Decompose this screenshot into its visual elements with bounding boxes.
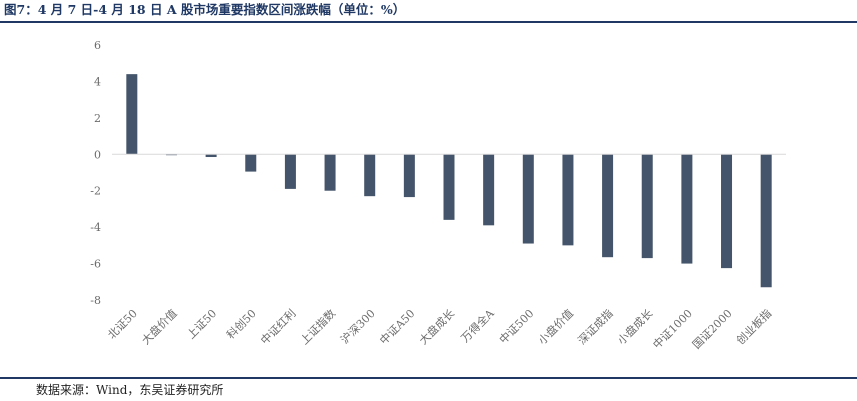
bar-9	[443, 154, 455, 220]
x-tick-label: 中证1000	[650, 307, 695, 352]
bar-chart: -8 -6 -4 -2 0 2 4 6 北证50 大盘价值 上证50 科创50 中证红利 上证指数 沪深3…	[90, 39, 786, 351]
figure-title: 图7：4 月 7 日-4 月 18 日 A 股市场重要指数区间涨跌幅（单位：%）	[4, 2, 406, 17]
x-tick-label: 北证50	[105, 307, 140, 342]
x-tick-label: 沪深300	[338, 306, 378, 346]
y-tick-label: 6	[94, 39, 101, 52]
bar-4	[245, 154, 257, 172]
bar-3	[205, 154, 217, 158]
x-tick-label: 大盘价值	[139, 306, 180, 347]
x-tick-label: 科创50	[224, 306, 259, 341]
x-tick-label: 万得全A	[458, 305, 498, 345]
x-tick-label: 小盘成长	[614, 306, 655, 347]
x-tick-label: 上证指数	[297, 306, 338, 347]
y-tick-label: 4	[94, 75, 101, 88]
x-tick-label: 小盘价值	[535, 306, 576, 347]
y-axis-ticks: -8 -6 -4 -2 0 2 4 6	[90, 39, 101, 307]
bar-16	[721, 154, 733, 269]
y-tick-label: -6	[90, 258, 101, 271]
title-rule	[0, 21, 857, 23]
bar-1	[126, 74, 138, 155]
x-tick-label: 创业板指	[733, 306, 774, 347]
y-tick-label: -4	[90, 221, 101, 234]
bar-13	[602, 154, 614, 258]
bar-15	[681, 154, 693, 264]
bar-8	[403, 154, 415, 198]
x-tick-label: 中证A50	[377, 307, 417, 347]
bar-10	[483, 154, 495, 226]
x-tick-label: 中证500	[497, 307, 537, 347]
bar-5	[284, 154, 296, 189]
bars	[126, 74, 772, 288]
y-tick-label: -2	[90, 185, 101, 198]
source-rule	[0, 377, 857, 379]
x-tick-label: 中证红利	[258, 307, 298, 347]
x-tick-label: 大盘成长	[416, 306, 457, 347]
bar-6	[324, 154, 336, 191]
y-tick-label: 0	[94, 148, 101, 161]
y-tick-label: -8	[90, 294, 101, 307]
x-tick-label: 上证50	[185, 307, 220, 342]
bar-7	[364, 154, 376, 197]
bar-11	[522, 154, 534, 244]
y-tick-label: 2	[94, 112, 101, 125]
x-tick-label: 国证2000	[690, 307, 735, 352]
x-tick-label: 深证成指	[575, 306, 616, 347]
source-note: 数据来源：Wind，东吴证券研究所	[36, 383, 224, 397]
bar-12	[562, 154, 574, 246]
bar-14	[641, 154, 653, 259]
x-axis-ticks: 北证50 大盘价值 上证50 科创50 中证红利 上证指数 沪深300 中证A50 大盘成长 万得…	[105, 305, 774, 351]
bar-17	[760, 154, 772, 288]
